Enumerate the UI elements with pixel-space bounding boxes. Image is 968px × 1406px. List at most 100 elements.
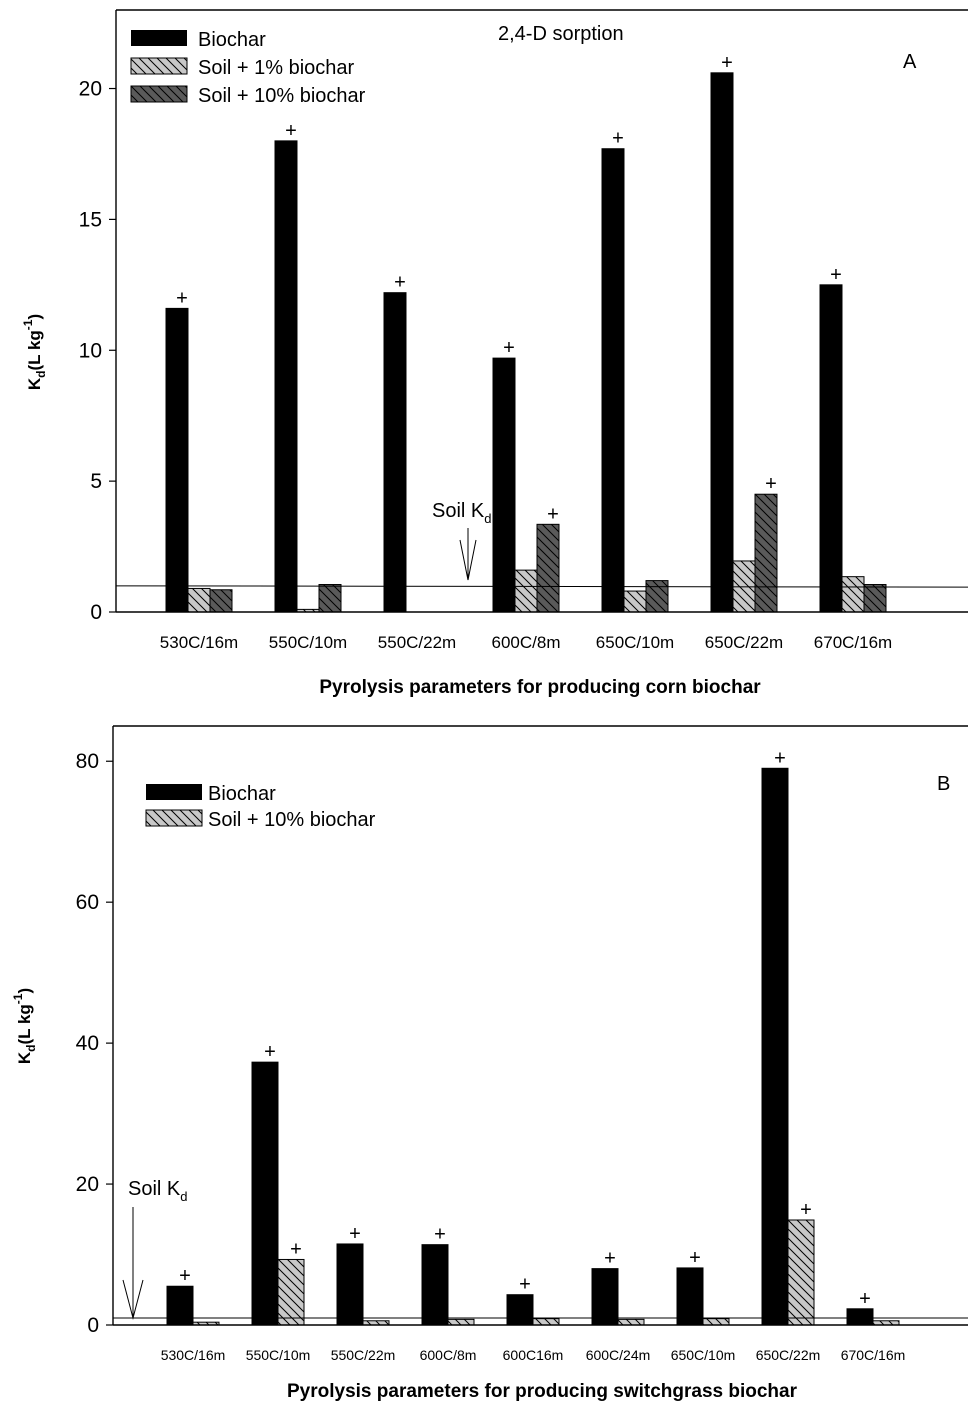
panel-b-y-tick-2: 20 <box>76 1173 99 1196</box>
panel-b-bar-1-6 <box>591 1268 619 1326</box>
panel-a-y-tick-3: 10 <box>79 339 102 362</box>
panel-b-soil-kd-sub: d <box>180 1189 187 1204</box>
panel-a-plus-1-7: + <box>830 264 842 286</box>
panel-a-bar-3-6 <box>754 493 778 613</box>
panel-a-y-tick-1: 0 <box>90 601 102 624</box>
panel-a-y-ticks: 0 5 10 15 20 <box>79 78 116 624</box>
panel-a-bar-1-4 <box>492 357 516 613</box>
panel-b-bars <box>166 767 900 1326</box>
panel-b-reference-arrow <box>122 1207 144 1320</box>
panel-b-legend: Biochar Soil + 10% biochar <box>145 783 376 831</box>
panel-a-x-tick-3: 550C/22m <box>378 633 456 652</box>
panel-b-bar-1-3 <box>336 1243 364 1326</box>
panel-a-reference-arrow <box>459 528 477 581</box>
panel-a-significance-marks: + + + + + + + + + <box>176 52 842 525</box>
panel-a-bar-1-1 <box>165 307 189 613</box>
panel-a-axes <box>115 9 968 613</box>
panel-b-bar-1-9 <box>846 1308 874 1326</box>
panel-a-plus-3-4: + <box>547 503 559 525</box>
panel-b-y-tick-4: 60 <box>76 891 99 914</box>
panel-b-x-tick-8: 650C/22m <box>756 1347 821 1363</box>
panel-a-bar-2-4 <box>514 569 538 613</box>
panel-b-plus-1-1: + <box>179 1265 191 1287</box>
panel-a-bars <box>165 72 887 613</box>
panel-b-y-tick-3: 40 <box>76 1032 99 1055</box>
panel-a-legend-label-1: Biochar <box>198 29 266 51</box>
panel-a-bar-3-7 <box>863 584 887 613</box>
panel-a-plus-3-6: + <box>765 473 777 495</box>
panel-b-x-tick-1: 530C/16m <box>161 1347 226 1363</box>
panel-a-bar-2-5 <box>623 590 647 613</box>
panel-a-legend-label-3: Soil + 10% biochar <box>198 85 366 107</box>
panel-a-bar-1-6 <box>710 72 734 613</box>
panel-a-soil-kd-line <box>115 585 968 588</box>
panel-a-plus-1-1: + <box>176 287 188 309</box>
panel-a-x-tick-5: 650C/10m <box>596 633 674 652</box>
panel-a-bar-3-4 <box>536 523 560 613</box>
panel-a-bar-3-1 <box>209 589 233 613</box>
panel-a-reference-annotation: Soil Kd <box>432 500 491 581</box>
panel-a-x-axis-label: Pyrolysis parameters for producing corn … <box>319 677 761 698</box>
panel-b-y-axis-label: Kd(L kg-1) <box>11 988 38 1064</box>
panel-a-x-tick-6: 650C/22m <box>705 633 783 652</box>
panel-a-x-tick-4: 600C/8m <box>492 633 561 652</box>
panel-b-plus-2-2: + <box>290 1238 302 1260</box>
panel-b-legend-swatch-1 <box>146 784 202 800</box>
panel-b-x-tick-5: 600C16m <box>503 1347 564 1363</box>
panel-a-bar-3-5 <box>645 580 669 613</box>
panel-a-soil-kd-label: Soil K <box>432 500 485 522</box>
panel-b-x-axis-label: Pyrolysis parameters for producing switc… <box>287 1381 798 1402</box>
panel-b-plus-1-6: + <box>604 1248 616 1270</box>
chart-panel-a: + + + + + + + + + 0 5 10 15 20 530C/16m 550C/10m 550C/… <box>21 9 968 698</box>
panel-b-plus-1-3: + <box>349 1223 361 1245</box>
panel-a-bar-1-2 <box>274 140 298 613</box>
panel-b-label: B <box>937 773 950 795</box>
panel-b-legend-label-1: Biochar <box>208 783 276 805</box>
panel-b-legend-swatch-2 <box>145 809 203 827</box>
panel-a-x-ticks: 530C/16m 550C/10m 550C/22m 600C/8m 650C/10m 6… <box>160 633 892 652</box>
panel-b-bar-1-1 <box>166 1285 194 1326</box>
panel-b-plus-1-8: + <box>774 747 786 769</box>
svg-text:Soil Kd: Soil Kd <box>128 1178 187 1204</box>
panel-b-bar-2-6 <box>617 1318 645 1326</box>
panel-b-reference-annotation: Soil Kd <box>122 1178 187 1320</box>
panel-b-bar-1-4 <box>421 1244 449 1326</box>
panel-b-x-tick-2: 550C/10m <box>246 1347 311 1363</box>
panel-b-y-tick-1: 0 <box>87 1314 99 1337</box>
panel-a-y-tick-4: 15 <box>79 208 102 231</box>
panel-b-plus-1-4: + <box>434 1224 446 1246</box>
panel-a-bar-1-5 <box>601 148 625 613</box>
panel-b-significance-marks: + + + + + + + + + + + <box>179 747 871 1310</box>
panel-b-plus-1-9: + <box>859 1288 871 1310</box>
panel-a-reference-line <box>115 585 968 588</box>
panel-a-bar-3-2 <box>318 584 342 613</box>
panel-b-y-ticks: 0 20 40 60 80 <box>76 750 113 1337</box>
panel-a-x-tick-1: 530C/16m <box>160 633 238 652</box>
panel-a-plus-1-5: + <box>612 128 624 150</box>
panel-a-legend-swatch-3 <box>130 85 188 103</box>
panel-b-y-tick-5: 80 <box>76 750 99 773</box>
panel-a-bar-1-3 <box>383 292 407 613</box>
panel-b-plus-1-2: + <box>264 1041 276 1063</box>
panel-a-legend-swatch-2 <box>130 57 188 75</box>
panel-a-bar-1-7 <box>819 284 843 613</box>
panel-a-y-axis-label: Kd(L kg-1) <box>21 314 48 390</box>
panel-a-soil-kd-sub: d <box>484 511 491 526</box>
panel-b-plus-1-7: + <box>689 1247 701 1269</box>
panel-b-bar-1-2 <box>251 1061 279 1326</box>
panel-a-bar-2-1 <box>187 587 211 613</box>
panel-b-bar-1-5 <box>506 1294 534 1326</box>
panel-a-legend-label-2: Soil + 1% biochar <box>198 57 355 79</box>
panel-b-x-tick-3: 550C/22m <box>331 1347 396 1363</box>
panel-b-axes <box>112 725 968 1326</box>
panel-a-plus-1-3: + <box>394 272 406 294</box>
panel-b-bar-1-8 <box>761 767 789 1326</box>
panel-b-x-tick-6: 600C/24m <box>586 1347 651 1363</box>
panel-b-x-tick-9: 670C/16m <box>841 1347 906 1363</box>
panel-b-legend-label-2: Soil + 10% biochar <box>208 809 376 831</box>
panel-b-plus-1-5: + <box>519 1274 531 1296</box>
panel-b-bar-2-2 <box>277 1258 305 1326</box>
panel-a-y-tick-2: 5 <box>90 470 102 493</box>
panel-a-bar-2-7 <box>841 576 865 613</box>
